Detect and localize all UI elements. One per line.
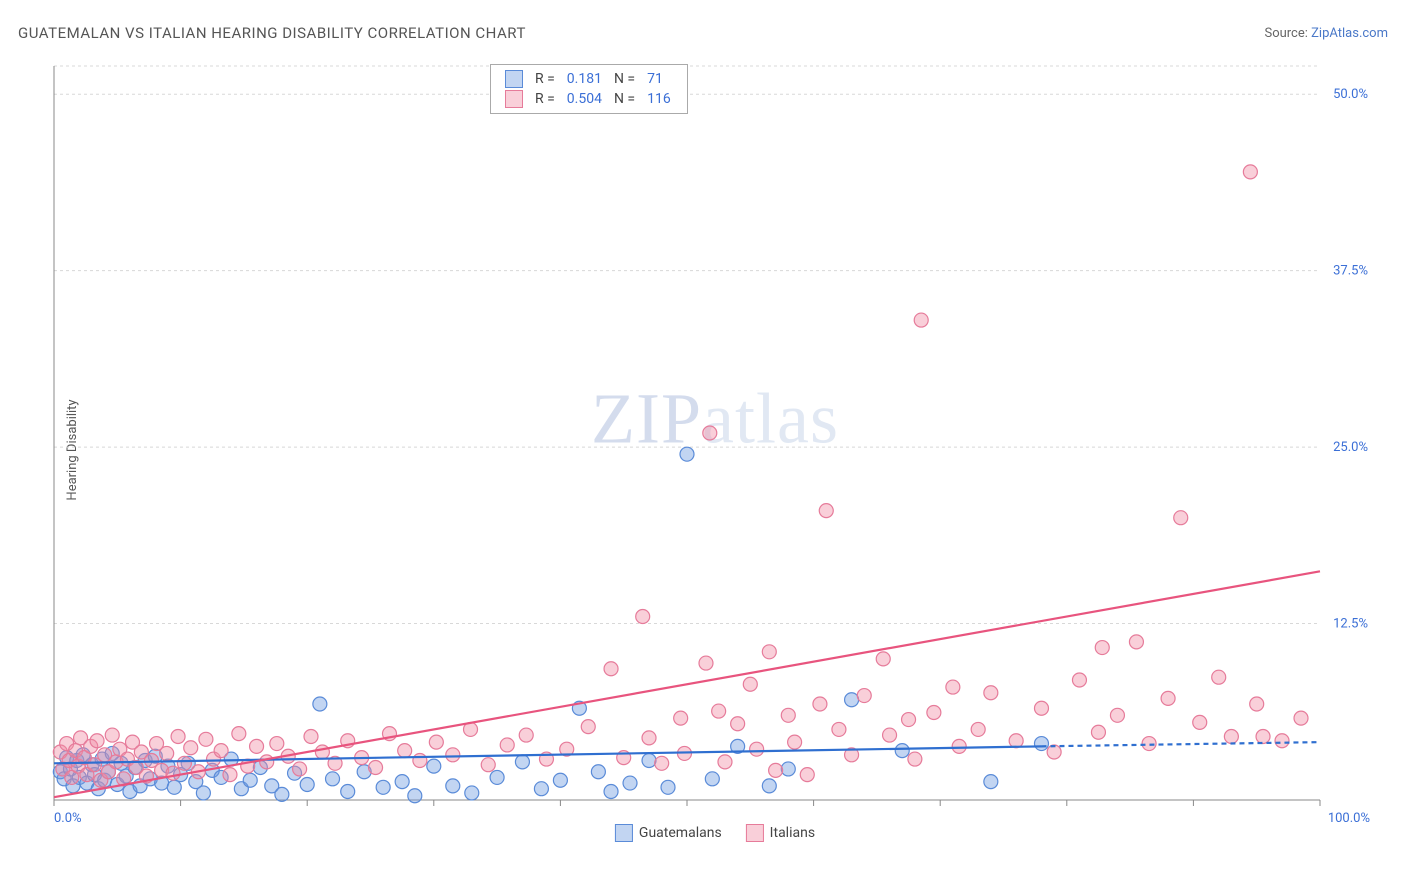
- bottom-swatch-2: [746, 824, 764, 842]
- source-attrib: Source: ZipAtlas.com: [1264, 26, 1388, 41]
- header-row: GUATEMALAN VS ITALIAN HEARING DISABILITY…: [18, 24, 1388, 42]
- svg-text:100.0%: 100.0%: [1328, 811, 1370, 826]
- n-value-1: 71: [641, 69, 677, 89]
- bottom-legend-item-1: Guatemalans: [615, 824, 722, 842]
- source-prefix: Source:: [1264, 26, 1311, 41]
- bottom-legend-item-2: Italians: [746, 824, 815, 842]
- svg-text:50.0%: 50.0%: [1333, 87, 1368, 102]
- swatch-series-1: [505, 70, 523, 88]
- swatch-series-2: [505, 90, 523, 108]
- r-value-1: 0.181: [561, 69, 608, 89]
- chart-area: Hearing Disability ZIPatlas 12.5%25.0%37…: [50, 60, 1380, 840]
- n-label-2: N =: [608, 89, 641, 109]
- r-label-2: R =: [529, 89, 561, 109]
- scatter-plot: 12.5% 25.0% 37.5% 50.0% 0.0% 100.0%: [50, 60, 1380, 840]
- svg-text:0.0%: 0.0%: [54, 811, 82, 826]
- r-label-1: R =: [529, 69, 561, 89]
- r-value-2: 0.504: [561, 89, 608, 109]
- bottom-label-1: Guatemalans: [639, 825, 722, 841]
- bottom-label-2: Italians: [770, 825, 815, 841]
- chart-title: GUATEMALAN VS ITALIAN HEARING DISABILITY…: [18, 24, 526, 42]
- legend-row-2: R = 0.504 N = 116: [499, 89, 677, 109]
- n-value-2: 116: [641, 89, 677, 109]
- svg-text:37.5%: 37.5%: [1333, 264, 1368, 279]
- svg-text:12.5%: 12.5%: [1333, 617, 1368, 632]
- svg-text:25.0%: 25.0%: [1333, 440, 1368, 455]
- bottom-swatch-1: [615, 824, 633, 842]
- correlation-legend: R = 0.181 N = 71 R = 0.504 N = 116: [490, 64, 688, 114]
- source-link[interactable]: ZipAtlas.com: [1311, 26, 1388, 41]
- legend-row-1: R = 0.181 N = 71: [499, 69, 677, 89]
- bottom-legend: Guatemalans Italians: [615, 824, 815, 842]
- n-label-1: N =: [608, 69, 641, 89]
